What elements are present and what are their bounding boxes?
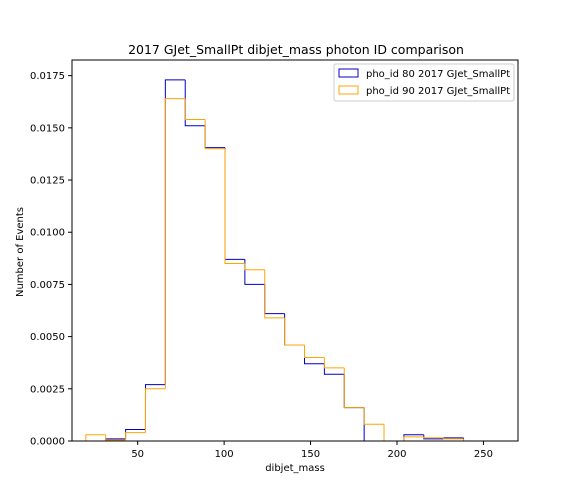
x-tick-label: 150 — [301, 449, 320, 460]
y-tick-label: 0.0125 — [30, 176, 65, 187]
histogram-bin-1-13 — [323, 363, 345, 375]
histogram-bin-2-13 — [323, 357, 345, 369]
histogram-bin-2-10 — [264, 269, 285, 319]
x-tick-label: 250 — [474, 449, 493, 460]
histogram-bin-2-17 — [403, 436, 424, 441]
histogram-bin-1-5 — [164, 79, 186, 385]
histogram-bin-2-16 — [383, 424, 404, 442]
legend: pho_id 80 2017 GJet_SmallPt pho_id 90 201… — [333, 63, 515, 102]
histogram-bin-2-14 — [343, 367, 365, 409]
histogram-bin-2-1 — [85, 434, 106, 441]
histogram-bin-2-15 — [363, 407, 385, 425]
y-tick-label: 0.0050 — [30, 332, 65, 343]
x-tick-label: 200 — [387, 449, 406, 460]
y-tick-label: 0.0000 — [30, 437, 65, 448]
histogram-bin-1-11 — [284, 313, 305, 346]
chart-title: 2017 GJet_SmallPt dibjet_mass photon ID … — [128, 42, 464, 57]
legend-label-2: pho_id 90 2017 GJet_SmallPt — [366, 86, 510, 97]
histogram-bin-2-18 — [423, 436, 444, 439]
histogram-bin-1-7 — [204, 125, 225, 149]
legend-label-1: pho_id 80 2017 GJet_SmallPt — [366, 69, 510, 80]
x-axis: 50 100 150 200 250 — [131, 441, 493, 460]
y-tick-label: 0.0150 — [30, 123, 65, 134]
y-tick-label: 0.0175 — [30, 71, 65, 82]
series-1 — [85, 79, 465, 442]
y-tick-label: 0.0025 — [30, 384, 65, 395]
x-tick-label: 100 — [215, 449, 234, 460]
histogram-bin-2-11 — [284, 317, 305, 346]
y-axis-label: Number of Events — [15, 207, 26, 297]
y-axis: 0.0000 0.0025 0.0050 0.0075 0.0100 0.0125 0.01… — [30, 71, 72, 448]
histogram-bin-1-9 — [244, 259, 265, 285]
histogram-bin-1-4 — [144, 384, 166, 430]
histogram-bin-2-4 — [144, 388, 166, 433]
series-2 — [85, 98, 465, 442]
histogram-bin-1-6 — [184, 79, 206, 127]
x-tick-label: 50 — [131, 449, 144, 460]
x-axis-label: dibjet_mass — [265, 463, 325, 474]
histogram-bin-1-10 — [264, 284, 285, 315]
histogram-bin-2-7 — [204, 119, 225, 150]
histogram-bin-2-5 — [164, 98, 186, 389]
histogram-bin-2-6 — [184, 98, 206, 120]
histogram-bin-2-9 — [244, 263, 265, 271]
series-layer — [85, 79, 465, 442]
histogram-bin-1-12 — [304, 344, 325, 365]
histogram-bin-1-14 — [343, 374, 365, 409]
histogram-bin-1-17 — [403, 434, 424, 441]
histogram-bin-1-3 — [125, 429, 146, 439]
legend-swatch-1 — [338, 68, 359, 78]
histogram-bin-2-8 — [224, 148, 245, 265]
histogram-bin-2-19 — [443, 437, 464, 440]
y-tick-label: 0.0100 — [30, 228, 65, 239]
histogram-bin-2-12 — [304, 344, 325, 358]
histogram-bin-1-8 — [224, 147, 245, 260]
legend-swatch-2 — [338, 85, 359, 95]
histogram-bin-1-18 — [423, 434, 444, 440]
legend-box — [333, 63, 515, 102]
y-tick-label: 0.0075 — [30, 280, 65, 291]
plot-frame — [71, 59, 519, 442]
histogram-bin-2-2 — [105, 434, 126, 441]
histogram-bin-2-3 — [125, 432, 146, 440]
